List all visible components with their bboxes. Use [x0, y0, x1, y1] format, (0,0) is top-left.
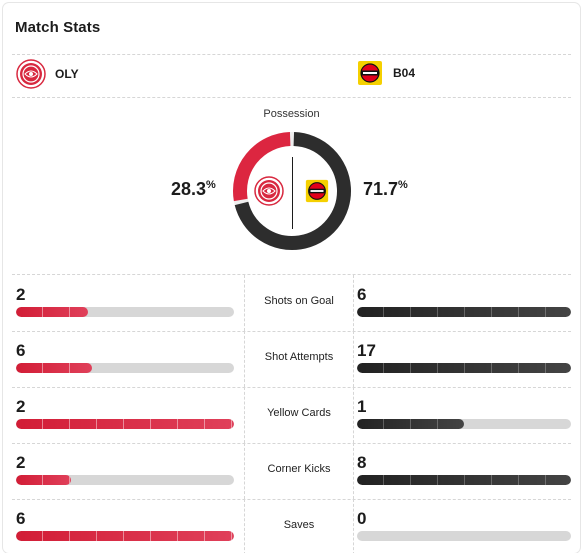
- match-stats-card: Match Stats OLY B04 Possession 28.3% 71.…: [3, 3, 580, 553]
- away-stat-bar: [357, 363, 571, 373]
- away-stat-value: 6: [357, 285, 367, 304]
- home-stat-value: 6: [16, 509, 26, 528]
- divider: [12, 443, 571, 444]
- home-stat-bar: [16, 475, 234, 485]
- home-stat-value: 2: [16, 285, 26, 304]
- away-stat-bar-fill: [357, 307, 571, 317]
- possession-label: Possession: [263, 108, 320, 120]
- column-divider: [353, 387, 354, 443]
- stat-label: Corner Kicks: [267, 463, 331, 475]
- divider: [12, 387, 571, 388]
- away-stat-bar: [357, 531, 571, 541]
- home-stat-bar-fill: [16, 307, 88, 317]
- home-team-abbr: OLY: [55, 67, 79, 81]
- divider: [12, 499, 571, 500]
- away-team[interactable]: B04: [356, 59, 415, 87]
- stat-label: Yellow Cards: [267, 407, 331, 419]
- home-stat-bar: [16, 419, 234, 429]
- column-divider: [244, 387, 245, 443]
- away-stat-value: 0: [357, 509, 367, 528]
- column-divider: [244, 443, 245, 499]
- percent-unit: %: [398, 179, 408, 191]
- column-divider: [353, 275, 354, 331]
- stat-row: 6 Shot Attempts 17: [12, 331, 571, 388]
- home-possession-pct: 28.3%: [171, 179, 216, 200]
- home-stat-value: 6: [16, 341, 26, 360]
- home-team[interactable]: OLY: [16, 59, 79, 89]
- column-divider: [244, 275, 245, 331]
- possession-donut: [233, 132, 351, 250]
- divider: [12, 331, 571, 332]
- away-stat-value: 1: [357, 397, 367, 416]
- leverkusen-logo-icon: [358, 61, 382, 85]
- away-stat-bar: [357, 419, 571, 429]
- home-stat-bar: [16, 531, 234, 541]
- stat-label: Shot Attempts: [264, 351, 334, 363]
- home-stat-bar-fill: [16, 419, 234, 429]
- column-divider: [244, 499, 245, 553]
- possession-divider: [292, 157, 293, 229]
- away-stat-bar: [357, 475, 571, 485]
- column-divider: [353, 331, 354, 387]
- olympiacos-logo-icon: [254, 176, 284, 206]
- stat-row: 6 Saves 0: [12, 499, 571, 553]
- home-stat-bar-fill: [16, 531, 234, 541]
- away-stat-bar: [357, 307, 571, 317]
- divider: [12, 274, 571, 275]
- home-stat-value: 2: [16, 397, 26, 416]
- divider: [12, 97, 571, 98]
- stat-row: 2 Corner Kicks 8: [12, 443, 571, 500]
- away-possession-arc: [234, 132, 351, 250]
- stat-label: Shots on Goal: [264, 295, 334, 307]
- stat-row: 2 Yellow Cards 1: [12, 387, 571, 444]
- card-title: Match Stats: [15, 19, 101, 36]
- olympiacos-logo-icon: [16, 59, 46, 89]
- home-stat-bar-fill: [16, 363, 93, 373]
- percent-unit: %: [206, 179, 216, 191]
- stat-label: Saves: [283, 519, 315, 531]
- away-possession-value: 71.7: [363, 179, 399, 199]
- away-stat-bar-fill: [357, 475, 571, 485]
- away-stat-value: 8: [357, 453, 367, 472]
- home-possession-value: 28.3: [171, 179, 207, 199]
- away-stat-bar-fill: [357, 419, 464, 429]
- column-divider: [353, 499, 354, 553]
- home-stat-bar: [16, 363, 234, 373]
- home-stat-bar: [16, 307, 234, 317]
- leverkusen-logo-icon: [305, 179, 329, 203]
- column-divider: [244, 331, 245, 387]
- column-divider: [353, 443, 354, 499]
- away-stat-value: 17: [357, 341, 376, 360]
- home-stat-value: 2: [16, 453, 26, 472]
- away-team-abbr: B04: [393, 66, 416, 80]
- home-possession-arc: [233, 132, 291, 202]
- divider: [12, 54, 571, 55]
- away-stat-bar-fill: [357, 363, 571, 373]
- away-possession-pct: 71.7%: [363, 179, 408, 200]
- stat-row: 2 Shots on Goal 6: [12, 275, 571, 332]
- home-stat-bar-fill: [16, 475, 71, 485]
